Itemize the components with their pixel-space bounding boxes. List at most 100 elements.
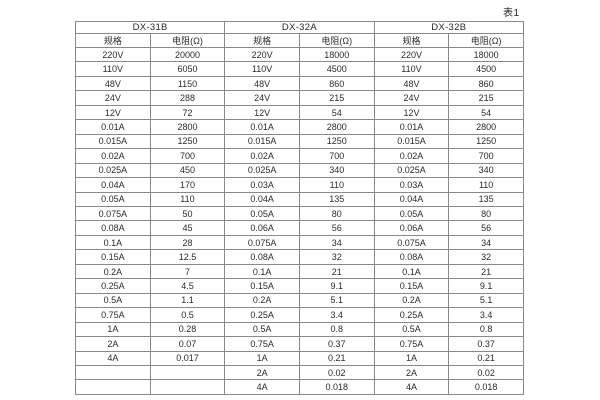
table-row: 0.08A 45 0.06A 56 0.06A 56 xyxy=(75,220,524,236)
table-cell: 215 xyxy=(448,90,524,106)
table-cell: 54 xyxy=(448,104,524,121)
table-cell: 0.37 xyxy=(448,336,524,352)
table-row: 4A 0.018 4A 0.018 xyxy=(75,379,524,395)
table-cell: 0.02 xyxy=(298,364,375,381)
table-cell: 0.05A xyxy=(224,205,300,222)
table-cell: 6050 xyxy=(149,61,226,77)
table-cell: 0.2A xyxy=(373,292,450,309)
table-cell: 2A xyxy=(373,364,450,381)
table-row: 0.75A 0.5 0.25A 3.4 0.25A 3.4 xyxy=(75,307,524,323)
table-cell: 340 xyxy=(298,162,375,179)
table-cell: 12V xyxy=(75,104,151,121)
table-cell: 0.25A xyxy=(373,307,450,323)
table-cell: 0.5A xyxy=(224,321,300,338)
table-cell: 80 xyxy=(448,205,524,222)
table-cell: 0.2A xyxy=(224,292,300,309)
table-cell: 0.02A xyxy=(373,148,450,164)
table-cell: 0.02A xyxy=(75,148,151,164)
table-cell: 56 xyxy=(448,220,524,236)
table-cell: 1A xyxy=(373,350,450,366)
table-cell: 1250 xyxy=(448,133,524,150)
table-row: 0.04A 170 0.03A 110 0.03A 110 xyxy=(75,177,524,193)
table-cell: 0.03A xyxy=(224,177,300,193)
table-cell: 4500 xyxy=(298,61,375,77)
table-cell: 0.1A xyxy=(224,263,300,280)
table-cell: 860 xyxy=(298,75,375,92)
table-cell: 2A xyxy=(224,364,300,381)
table-cell: 0.8 xyxy=(448,321,524,338)
table-row: 2A 0.02 2A 0.02 xyxy=(75,364,524,381)
table-cell: 0.075A xyxy=(373,234,450,251)
table-cell: 0.06A xyxy=(224,220,300,236)
table-cell: 1150 xyxy=(149,75,226,92)
table-cell: 4.5 xyxy=(149,278,226,294)
table-cell: 2800 xyxy=(448,119,524,135)
table-cell: 0.01A xyxy=(75,119,151,135)
table-cell: 0.015A xyxy=(373,133,450,150)
table-row: 0.05A 110 0.04A 135 0.04A 135 xyxy=(75,191,524,208)
table-cell: 0.15A xyxy=(373,278,450,294)
table-cell: 0.07 xyxy=(149,336,226,352)
table-cell: 0.06A xyxy=(373,220,450,236)
table-cell: 4A xyxy=(373,379,450,395)
table-cell: 21 xyxy=(298,263,375,280)
table-cell: 32 xyxy=(298,249,375,265)
table-column-header-row: 规格 电阻(Ω) 规格 电阻(Ω) 规格 电阻(Ω) xyxy=(75,33,524,48)
table-cell: 0.15A xyxy=(75,249,151,265)
table-cell: 1250 xyxy=(298,133,375,150)
table-cell: 0.08A xyxy=(373,249,450,265)
table-cell: 0.21 xyxy=(298,350,375,366)
table-cell: 24V xyxy=(75,90,151,106)
table-cell: 220V xyxy=(373,46,450,63)
table-cell: 0.025A xyxy=(373,162,450,179)
table-cell: 700 xyxy=(448,148,524,164)
table-cell: 0.025A xyxy=(224,162,300,179)
table-cell: 0.15A xyxy=(224,278,300,294)
column-header-resistance-dx31b: 电阻(Ω) xyxy=(149,33,226,48)
table-cell: 80 xyxy=(298,205,375,222)
table-cell: 24V xyxy=(373,90,450,106)
table-cell: 220V xyxy=(75,46,151,63)
table-cell: 5.1 xyxy=(298,292,375,309)
column-header-resistance-dx32b: 电阻(Ω) xyxy=(448,33,524,48)
table-cell: 34 xyxy=(448,234,524,251)
table-cell: 3.4 xyxy=(448,307,524,323)
table-cell: 50 xyxy=(149,205,226,222)
table-cell: 110 xyxy=(149,191,226,208)
relay-resistance-table: DX-31B DX-32A DX-32B 规格 电阻(Ω) 规格 电阻(Ω) 规… xyxy=(74,21,525,395)
table-cell: 110V xyxy=(224,61,300,77)
table-cell: 0.015A xyxy=(224,133,300,150)
table-cell: 28 xyxy=(149,234,226,251)
table-cell: 170 xyxy=(149,177,226,193)
table-row: 0.25A 4.5 0.15A 9.1 0.15A 9.1 xyxy=(75,278,524,294)
column-header-spec-dx32b: 规格 xyxy=(373,33,450,48)
table-cell: 0.2A xyxy=(75,263,151,280)
table-cell: 340 xyxy=(448,162,524,179)
group-header-dx32b: DX-32B xyxy=(373,21,525,34)
table-cell: 0.08A xyxy=(75,220,151,236)
table-cell: 110V xyxy=(373,61,450,77)
table-cell: 2800 xyxy=(298,119,375,135)
table-cell: 0.1A xyxy=(75,234,151,251)
table-cell: 0.75A xyxy=(373,336,450,352)
table-cell: 288 xyxy=(149,90,226,106)
table-cell: 0.05A xyxy=(75,191,151,208)
table-cell: 1250 xyxy=(149,133,226,150)
table-cell: 0.25A xyxy=(224,307,300,323)
group-header-dx31b: DX-31B xyxy=(74,21,226,34)
table-cell: 0.1A xyxy=(373,263,450,280)
table-cell: 54 xyxy=(298,104,375,121)
table-cell: 32 xyxy=(448,249,524,265)
table-cell: 0.75A xyxy=(75,307,151,323)
table-cell: 3.4 xyxy=(298,307,375,323)
table-cell: 9.1 xyxy=(448,278,524,294)
table-row: 0.025A 450 0.025A 340 0.025A 340 xyxy=(75,162,524,179)
table-cell: 0.25A xyxy=(75,278,151,294)
table-cell: 2800 xyxy=(149,119,226,135)
table-cell: 21 xyxy=(448,263,524,280)
column-header-spec-dx31b: 规格 xyxy=(75,33,151,48)
table-cell: 450 xyxy=(149,162,226,179)
table-cell: 20000 xyxy=(149,46,226,63)
table-cell: 0.075A xyxy=(75,205,151,222)
table-cell: 18000 xyxy=(298,46,375,63)
